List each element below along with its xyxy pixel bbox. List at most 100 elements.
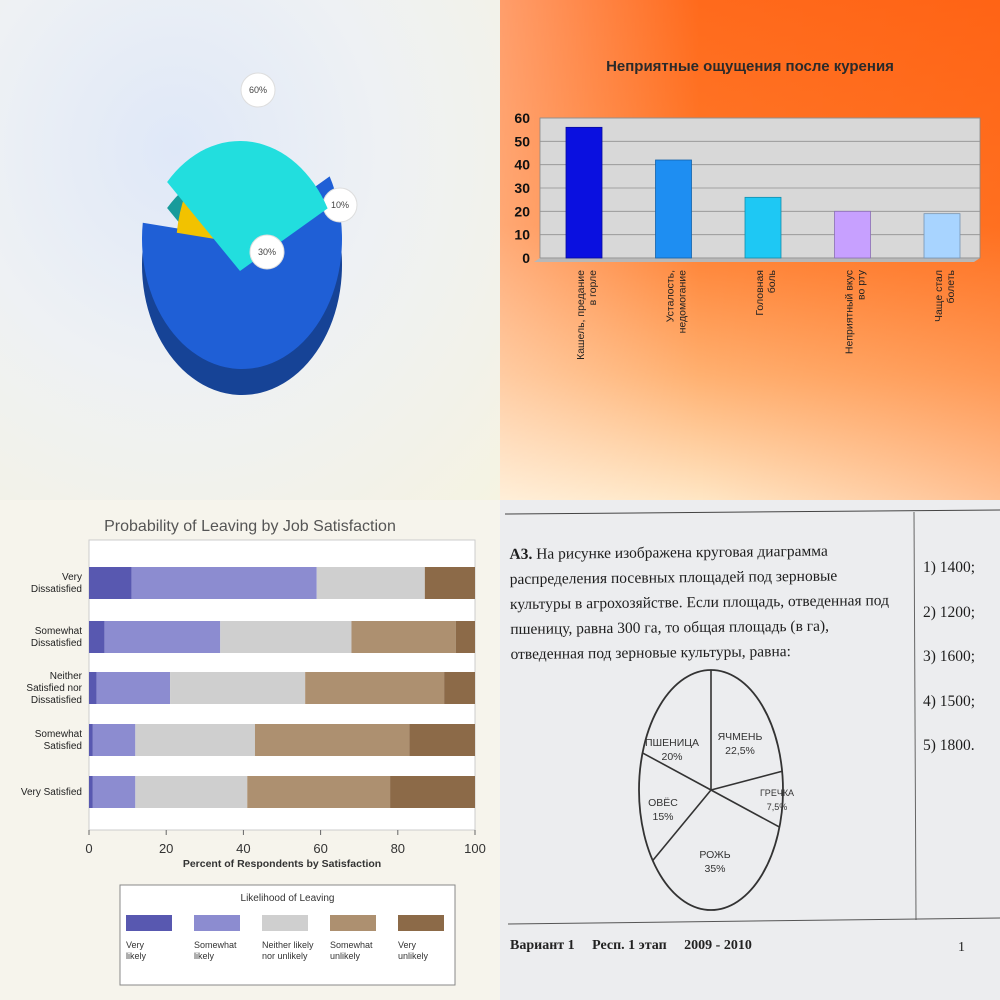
bar-segment: [247, 776, 391, 808]
answer-option: 2) 1200;: [923, 603, 976, 621]
test-question-panel: А3. На рисунке изображена круговая диагр…: [500, 500, 1000, 1000]
bar-segment: [444, 672, 475, 704]
answer-option: 4) 1500;: [923, 692, 976, 710]
bar-segment: [254, 724, 410, 756]
category-label: Neither Satisfied nor Dissatisfied: [26, 671, 82, 706]
pie-3d-chart: 60% 10% 30%: [142, 72, 358, 396]
category-label: Somewhat Satisfied: [35, 729, 82, 752]
legend-label: Very likely: [126, 940, 147, 961]
bar-segment: [409, 724, 475, 756]
x-tick-label: 0: [85, 841, 92, 856]
slice-name: ЯЧМЕНЬ: [718, 731, 763, 743]
pie-divider: [652, 789, 712, 862]
legend-swatch: [398, 915, 444, 931]
footer-stage: Респ. 1 этап: [592, 938, 667, 953]
category-label: Very Dissatisfied: [31, 572, 82, 595]
bar-segment: [455, 621, 475, 653]
x-tick-label: Кашель, преданиев горле: [575, 270, 599, 360]
slice-percent: 7,5%: [767, 802, 788, 812]
bar-segment: [89, 672, 97, 704]
bar-segment: [316, 567, 425, 599]
x-tick-label: 60: [313, 841, 327, 856]
bar-segment: [89, 724, 93, 756]
y-tick-label: 50: [514, 133, 530, 149]
chart-title: Неприятные ощущения после курения: [606, 58, 894, 75]
legend-label: Very unlikely: [398, 940, 429, 961]
slice-name: ПШЕНИЦА: [645, 737, 699, 749]
bar: [744, 196, 782, 259]
y-tick-label: 40: [514, 157, 530, 173]
legend-title: Likelihood of Leaving: [241, 893, 335, 904]
bar-segment: [89, 621, 105, 653]
y-tick-label: 60: [514, 110, 530, 126]
bar-segment: [89, 567, 132, 599]
job-satisfaction-panel: Probability of Leaving by Job Satisfacti…: [0, 500, 500, 1000]
slice-label: 30%: [258, 247, 276, 257]
slice-label: 60%: [249, 85, 267, 95]
x-tick-label: 40: [236, 841, 250, 856]
page-frame: [504, 509, 1000, 925]
bar-segment: [424, 567, 475, 599]
page-footer: Вариант 1 Респ. 1 этап 2009 - 2010: [510, 938, 766, 954]
slice-percent: 22,5%: [725, 745, 755, 757]
bar: [565, 126, 603, 259]
slice-percent: 35%: [704, 863, 725, 875]
legend-box: [119, 884, 456, 986]
slice-label: 10%: [331, 200, 349, 210]
plot-floor: [534, 258, 980, 262]
x-tick-label: 100: [464, 841, 486, 856]
slice-name: ОВЁС: [648, 797, 678, 809]
legend-swatch: [126, 915, 172, 931]
bar-segment: [92, 724, 136, 756]
bar-segment: [135, 776, 248, 808]
pie-3d-panel: 60% 10% 30%: [0, 0, 500, 500]
y-tick-label: 30: [514, 180, 530, 196]
smoking-bar-panel: Неприятные ощущения после курения 0 10 20 3…: [500, 0, 1000, 500]
legend-swatch: [262, 915, 308, 931]
bar-segment: [96, 672, 171, 704]
slice-name: РОЖЬ: [699, 849, 730, 861]
bar-segment: [89, 776, 93, 808]
footer-variant: Вариант 1: [510, 938, 575, 953]
answer-option: 5) 1800.: [923, 737, 975, 754]
pie-divider: [710, 770, 783, 791]
bar: [923, 213, 961, 259]
bar-segment: [92, 776, 136, 808]
legend-label: Somewhat likely: [194, 940, 237, 961]
answer-options: 1) 1400; 2) 1200; 3) 1600; 4) 1500; 5) 1…: [923, 546, 975, 769]
x-tick-label: Неприятный вкусво рту: [844, 269, 868, 354]
answer-option: 1) 1400;: [923, 559, 976, 576]
x-tick-label: Чаще сталболеть: [933, 269, 957, 322]
pie-divider: [642, 752, 712, 791]
bar: [834, 210, 871, 259]
pie-slice: [167, 141, 328, 271]
bar-segment: [390, 776, 475, 808]
page-number: 1: [958, 940, 965, 955]
bar-segment: [220, 621, 352, 653]
x-axis-label: Percent of Respondents by Satisfaction: [183, 858, 381, 870]
x-tick-label: 80: [391, 841, 405, 856]
category-label: Somewhat Dissatisfied: [31, 626, 82, 649]
bar-segment: [104, 621, 221, 653]
bar-segment: [305, 672, 445, 704]
x-tick-label: Головнаяболь: [754, 269, 778, 315]
bar: [655, 159, 692, 259]
category-label: Very Satisfied: [21, 787, 82, 798]
answer-option: 3) 1600;: [923, 648, 976, 665]
label-bubble: [240, 72, 276, 108]
chart-title: Probability of Leaving by Job Satisfacti…: [104, 518, 396, 535]
legend-swatch: [194, 915, 240, 931]
label-bubble: [249, 234, 285, 270]
footer-years: 2009 - 2010: [684, 938, 752, 953]
slice-name: ГРЕЧКА: [760, 788, 794, 798]
x-tick-label: 20: [159, 841, 173, 856]
slice-percent: 20%: [661, 751, 682, 763]
smoking-bar-chart: 0 10 20 30 40 50 60 Кашель, преданиев горле Уста…: [514, 110, 981, 360]
y-tick-label: 10: [514, 227, 530, 243]
bar-segment: [135, 724, 255, 756]
slice-percent: 15%: [652, 811, 673, 823]
legend-label: Neither likely nor unlikely: [262, 940, 314, 961]
pie-divider: [710, 789, 780, 828]
legend-label: Somewhat unlikely: [330, 940, 373, 961]
crop-pie-chart: ЯЧМЕНЬ 22,5% ГРЕЧКА 7,5% РОЖЬ 35% ОВЁС 15% ПШЕНИ…: [638, 669, 794, 911]
